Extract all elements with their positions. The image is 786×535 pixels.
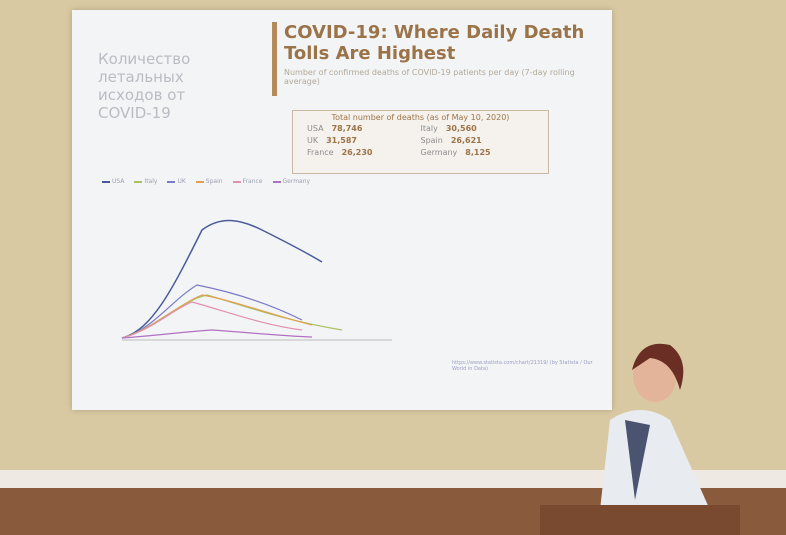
legend-label: USA (112, 178, 124, 185)
country: France (307, 148, 334, 157)
country: USA (307, 124, 324, 133)
slide-title: COVID-19: Where Daily Death Tolls Are Hi… (284, 22, 604, 64)
legend-swatch (273, 181, 281, 183)
legend: USA Italy UK Spain France Germany (102, 178, 310, 185)
country: Germany (421, 148, 458, 157)
legend-item: Italy (134, 178, 157, 185)
legend-label: Italy (144, 178, 157, 185)
country: UK (307, 136, 318, 145)
deaths: 26,621 (451, 136, 482, 145)
legend-swatch (102, 181, 110, 183)
deaths: 78,746 (332, 124, 363, 133)
total-row: UK 31,587 (307, 136, 421, 145)
legend-item: Germany (273, 178, 311, 185)
legend-item: UK (167, 178, 185, 185)
legend-item: France (233, 178, 263, 185)
legend-swatch (167, 181, 175, 183)
line (122, 295, 312, 338)
total-row: USA 78,746 (307, 124, 421, 133)
legend-label: France (243, 178, 263, 185)
lectern (540, 505, 740, 535)
line (122, 221, 322, 338)
country: Italy (421, 124, 438, 133)
legend-label: Germany (283, 178, 311, 185)
total-row: France 26,230 (307, 148, 421, 157)
country: Spain (421, 136, 443, 145)
line (122, 330, 312, 338)
legend-label: Spain (206, 178, 223, 185)
deaths: 8,125 (465, 148, 490, 157)
line-chart (112, 190, 442, 350)
legend-swatch (134, 181, 142, 183)
totals-grid: USA 78,746 Italy 30,560 UK 31,587 Spain 26,621 F… (293, 122, 548, 159)
total-row: Germany 8,125 (421, 148, 535, 157)
slide-subtitle: Number of confirmed deaths of COVID-19 p… (284, 68, 604, 86)
legend-swatch (233, 181, 241, 183)
side-title: Количество летальных исходов от COVID-19 (98, 50, 228, 122)
deaths: 31,587 (326, 136, 357, 145)
legend-item: Spain (196, 178, 223, 185)
legend-item: USA (102, 178, 124, 185)
legend-label: UK (177, 178, 185, 185)
deaths: 30,560 (446, 124, 477, 133)
totals-heading: Total number of deaths (as of May 10, 20… (293, 113, 548, 122)
photo: Количество летальных исходов от COVID-19… (0, 0, 786, 535)
totals-box: Total number of deaths (as of May 10, 20… (292, 110, 549, 174)
total-row: Italy 30,560 (421, 124, 535, 133)
coat (600, 410, 710, 510)
presenter (540, 330, 740, 535)
slide: Количество летальных исходов от COVID-19… (72, 10, 612, 410)
deaths: 26,230 (342, 148, 373, 157)
total-row: Spain 26,621 (421, 136, 535, 145)
accent-bar (272, 22, 277, 96)
legend-swatch (196, 181, 204, 183)
